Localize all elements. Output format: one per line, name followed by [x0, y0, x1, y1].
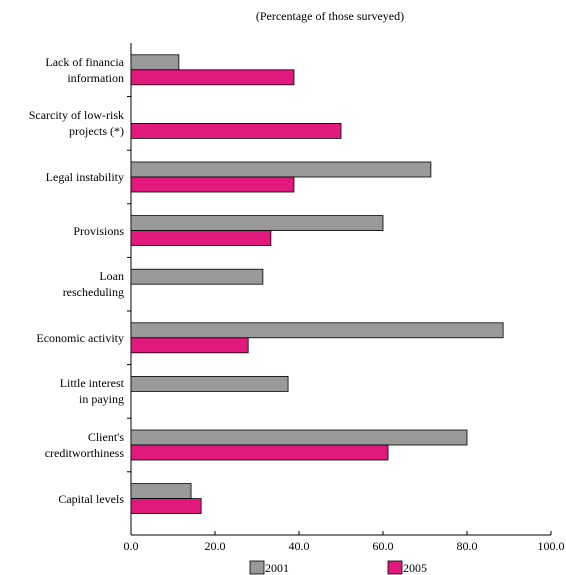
y-tick-label: Economic activity [36, 330, 124, 345]
chart-subtitle: (Percentage of those surveyed) [256, 9, 404, 23]
bar [130, 322, 504, 339]
x-tick-label: 20.0 [205, 539, 226, 553]
x-tick-label: 40.0 [289, 539, 310, 553]
bar [130, 444, 389, 461]
y-tick-label: Scarcity of low-risk projects (*) [28, 108, 124, 139]
y-tick-label: Little interest in paying [59, 376, 124, 407]
bar [130, 268, 264, 285]
bar [130, 176, 295, 193]
legend-swatch [387, 560, 403, 575]
bar [130, 69, 295, 86]
legend-swatch [249, 560, 265, 575]
y-tick-label: Capital levels [58, 491, 124, 506]
bar [130, 161, 432, 178]
y-tick-label: Provisions [73, 223, 124, 238]
x-tick-label: 80.0 [457, 539, 478, 553]
bar [130, 54, 180, 71]
bar [130, 123, 342, 139]
legend-label: 2001 [265, 561, 289, 575]
bar [130, 215, 384, 232]
y-tick-label: Legal instability [45, 170, 124, 184]
y-tick-label: Lack of financia information [45, 54, 124, 85]
y-tick-label: Client's creditworthiness [44, 430, 124, 460]
bar [130, 498, 202, 515]
bar [130, 230, 272, 247]
bar [130, 483, 192, 500]
bar [130, 337, 249, 354]
x-tick-label: 60.0 [373, 539, 394, 553]
legend-label: 2005 [403, 561, 427, 575]
bar [130, 375, 289, 392]
bar [130, 429, 468, 446]
x-tick-label: 0.0 [124, 539, 139, 553]
x-tick-label: 100.0 [538, 539, 565, 553]
y-tick-label: Loan rescheduling [62, 269, 124, 300]
